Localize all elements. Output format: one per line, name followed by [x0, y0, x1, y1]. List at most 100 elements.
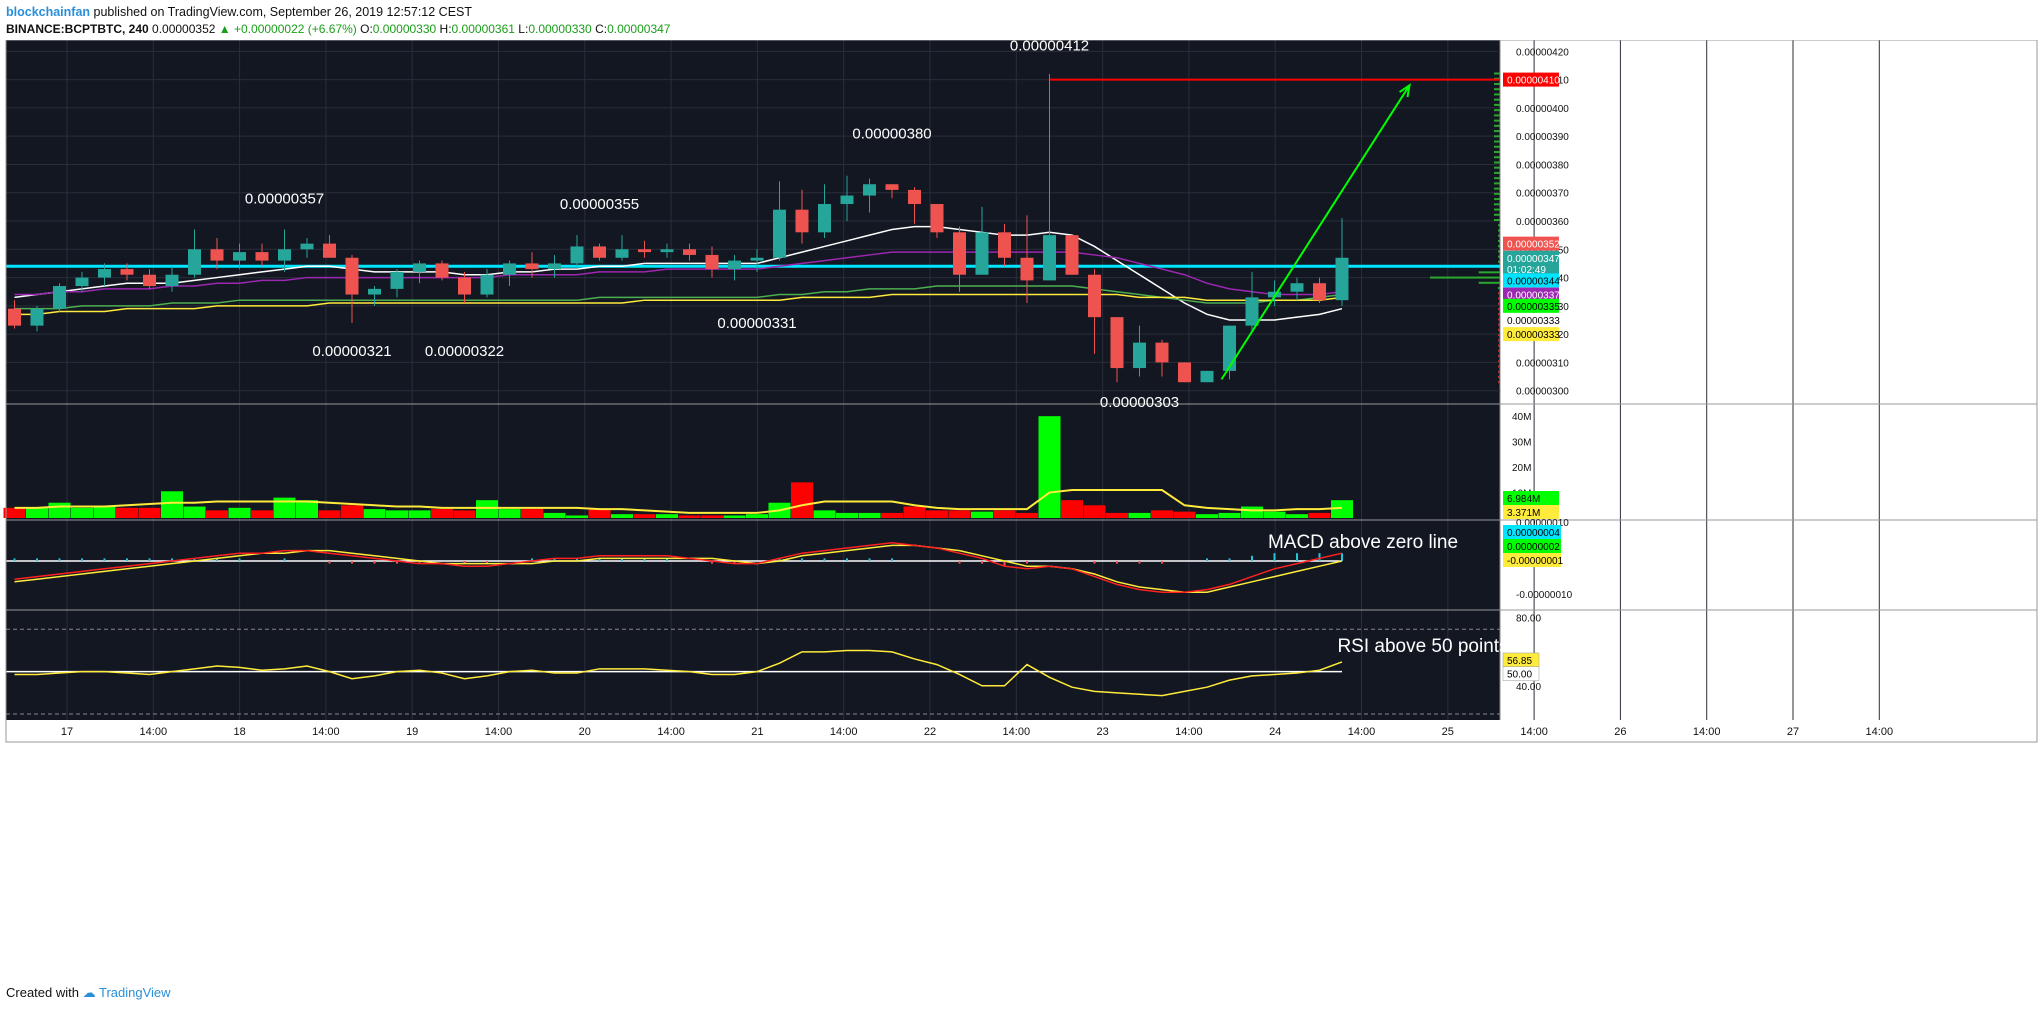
candle-body — [908, 189, 921, 205]
price-badge — [1503, 298, 1559, 313]
volume-profile-bar — [1498, 365, 1500, 368]
rsi-badge-text: 56.85 — [1507, 656, 1532, 667]
candle-body — [1133, 342, 1146, 369]
candle-body — [53, 286, 66, 309]
volume-profile-bar — [1494, 88, 1500, 91]
volume-bar — [993, 510, 1016, 518]
volume-profile-bar — [1494, 161, 1500, 164]
candle-body — [368, 288, 381, 295]
volume-profile-bar — [1494, 156, 1500, 159]
volume-bar — [498, 509, 521, 518]
tradingview-brand[interactable]: TradingView — [99, 985, 171, 1000]
x-tick-label: 27 — [1787, 726, 1799, 738]
candle-body — [233, 252, 246, 261]
volume-profile-bar — [1498, 302, 1500, 305]
moving-average-line — [14, 225, 1343, 321]
candle-body — [705, 254, 719, 270]
candle-body — [98, 269, 111, 278]
volume-bar — [566, 515, 588, 518]
price-badge-text: 0.00000347 — [1507, 254, 1560, 265]
volume-bar — [71, 507, 93, 518]
candle-body — [750, 257, 764, 261]
candle-body — [638, 249, 651, 253]
volume-tick-label: 40M — [1512, 412, 1531, 423]
chart-canvas[interactable]: 17 14:00 18 14:00 19 14:00 20 14:00 21 14:00 22 14:… — [0, 40, 2041, 982]
volume-bar — [273, 497, 296, 518]
volume-profile-bar — [1494, 177, 1500, 180]
candle-body — [143, 274, 156, 287]
moving-average-line — [14, 293, 1343, 316]
volume-bar — [971, 511, 993, 518]
high-label: H: — [439, 22, 452, 36]
close-label: C: — [595, 22, 608, 36]
created-with-text: Created with — [6, 985, 79, 1000]
candle-body — [1020, 257, 1034, 281]
price-badge — [1503, 287, 1559, 302]
x-tick-label: 24 — [1269, 726, 1281, 738]
price-badge — [1503, 250, 1559, 265]
candle-body — [8, 308, 21, 326]
candle-body — [503, 263, 516, 275]
price-badge — [1503, 72, 1559, 87]
author-link[interactable]: blockchainfan — [6, 5, 91, 19]
x-tick-label: 14:00 — [1693, 726, 1721, 738]
volume-bar — [1196, 514, 1218, 518]
candle-body — [773, 209, 786, 258]
volume-profile-bar — [1498, 229, 1500, 232]
volume-bar — [431, 509, 453, 518]
volume-bar — [1061, 500, 1083, 518]
price-annotation: 0.00000357 — [245, 190, 324, 207]
macd-badge-text: 0.00000004 — [1507, 528, 1560, 539]
volume-profile-bar — [1498, 355, 1500, 358]
rsi-tick-label: 80.00 — [1516, 613, 1541, 624]
low-label: L: — [518, 22, 529, 36]
volume-badge-text: 6.984M — [1507, 494, 1540, 505]
candle-body — [300, 243, 314, 250]
x-tick-label: 14:00 — [1866, 726, 1894, 738]
volume-bar — [386, 510, 408, 518]
volume-profile-bar — [1494, 171, 1500, 174]
candle-body — [863, 184, 876, 196]
price-badge — [1503, 312, 1559, 327]
candle-body — [1200, 370, 1214, 383]
volume-profile-bar — [1498, 323, 1500, 326]
price-badge-text: 0.00000344 — [1507, 276, 1560, 287]
volume-bar — [408, 510, 431, 518]
candle-body — [1290, 283, 1304, 292]
volume-profile-bar — [1494, 130, 1500, 133]
open-label: O: — [360, 22, 373, 36]
volume-profile-bar — [1498, 381, 1500, 384]
candle-body — [1110, 317, 1124, 369]
projection-arrow — [1220, 84, 1411, 380]
candle-body — [593, 246, 606, 258]
price-tick-label: 0.00000360 — [1516, 217, 1569, 228]
volume-profile-bar — [1498, 260, 1500, 263]
axis-background — [1502, 40, 2037, 742]
candle-body — [840, 195, 854, 205]
x-tick-label: 23 — [1096, 726, 1108, 738]
moving-average-line — [14, 285, 1343, 310]
candle-body — [1245, 297, 1259, 326]
volume-bar — [26, 507, 48, 518]
volume-bar — [881, 512, 903, 518]
volume-profile-bar — [1494, 140, 1500, 143]
volume-profile-bar — [1478, 271, 1500, 274]
macd-tick-label: -0.00000010 — [1516, 590, 1573, 601]
macd-badge — [1503, 525, 1561, 539]
volume-profile-bar — [1478, 281, 1500, 284]
volume-bar — [318, 510, 341, 518]
x-tick-label: 14:00 — [312, 726, 340, 738]
volume-profile-bar — [1494, 182, 1500, 185]
volume-bar — [633, 514, 656, 518]
volume-bar — [183, 506, 206, 518]
candle-body — [548, 263, 561, 270]
volume-profile-bar — [1494, 187, 1500, 190]
tradingview-logo-icon[interactable]: ☁ — [82, 985, 96, 1000]
volume-profile-bar — [1494, 119, 1500, 122]
x-tick-label: 20 — [579, 726, 591, 738]
macd-tick-label: 0.00000010 — [1516, 518, 1569, 529]
volume-profile-bar — [1494, 198, 1500, 201]
volume-bar — [206, 510, 228, 518]
chart-frame — [5, 40, 2038, 743]
published-text: published on TradingView.com, September … — [93, 5, 473, 19]
